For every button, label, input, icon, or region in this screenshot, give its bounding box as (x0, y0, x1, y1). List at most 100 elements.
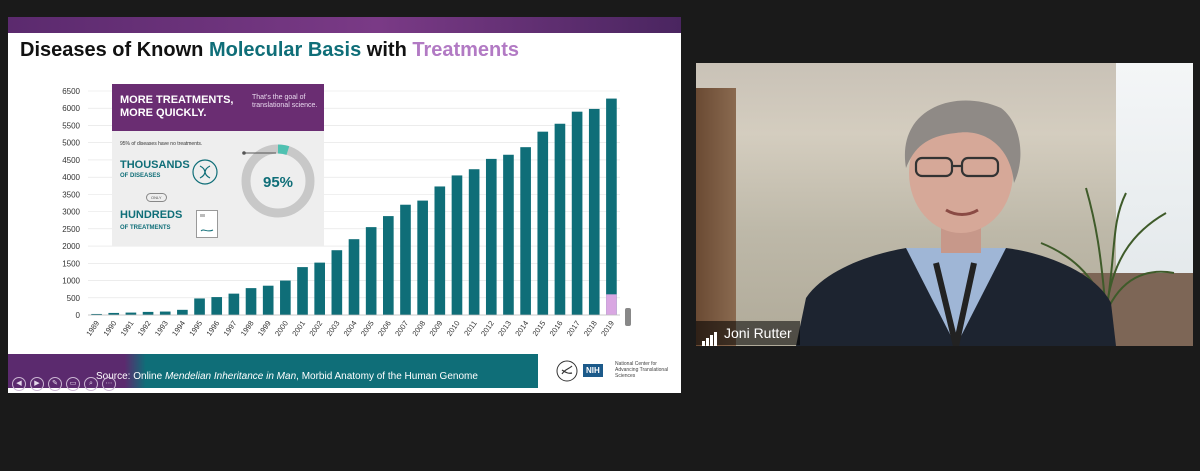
bar (417, 200, 428, 315)
x-tick-label: 2003 (325, 319, 342, 338)
title-part-3: with (361, 39, 413, 61)
y-tick-label: 1000 (62, 277, 80, 286)
bar (159, 311, 171, 315)
bar (400, 204, 411, 315)
bar (280, 280, 291, 315)
x-tick-label: 2012 (479, 319, 496, 338)
bar (503, 154, 514, 315)
x-tick-label: 2001 (290, 319, 307, 338)
bar (588, 108, 600, 315)
bar (365, 227, 377, 315)
x-tick-label: 1992 (136, 319, 153, 338)
bar-highlight (606, 294, 617, 315)
x-tick-label: 1990 (101, 319, 118, 338)
dna-icon (192, 159, 218, 185)
y-tick-label: 1500 (62, 259, 80, 268)
callout-goal: That's the goal of translational science… (252, 94, 318, 109)
x-tick-label: 1989 (84, 319, 101, 338)
bar (520, 147, 531, 315)
participant-person (796, 100, 1116, 346)
hhs-seal-icon (556, 360, 578, 382)
participant-name-tag: Joni Rutter (696, 321, 800, 347)
next-slide-button[interactable]: ▶ (30, 377, 44, 391)
x-tick-label: 1994 (170, 319, 187, 338)
bar (383, 216, 394, 315)
x-tick-label: 1999 (256, 319, 273, 338)
bar (451, 175, 463, 315)
source-italic: Mendelian Inheritance in Man (164, 371, 297, 382)
bar (314, 262, 325, 315)
callout-note: 95% of diseases have no treatments. (120, 141, 203, 147)
x-tick-label: 2014 (513, 319, 530, 338)
x-tick-label: 2017 (565, 319, 582, 338)
callout-only: ONLY (146, 193, 167, 202)
prev-slide-button[interactable]: ◀ (12, 377, 26, 391)
percent-ring: 95% (241, 144, 315, 218)
bar (262, 285, 274, 315)
callout-thousands: THOUSANDS (120, 159, 190, 171)
y-tick-label: 6500 (62, 87, 80, 96)
more-options-button[interactable]: ⋯ (102, 377, 116, 391)
nih-branding: NIH National Center for Advancing Transl… (553, 357, 673, 389)
participant-name: Joni Rutter (724, 325, 792, 341)
y-tick-label: 0 (76, 311, 81, 320)
y-tick-label: 6000 (62, 104, 80, 113)
source-suffix: , Morbid Anatomy of the Human Genome (296, 371, 478, 382)
pen-tool-button[interactable]: ✎ (48, 377, 62, 391)
source-text: Source: Online Mendelian Inheritance in … (96, 371, 478, 382)
callout-of-treatments: OF TREATMENTS (120, 225, 171, 231)
title-part-1: Diseases of Known (20, 39, 209, 61)
nih-logo: NIH (583, 364, 603, 377)
y-tick-label: 500 (67, 294, 81, 303)
y-tick-label: 2000 (62, 242, 80, 251)
x-tick-label: 2007 (393, 319, 410, 338)
x-tick-label: 2010 (445, 319, 462, 338)
y-tick-label: 4000 (62, 173, 80, 182)
zoom-button[interactable]: ⌕ (84, 377, 98, 391)
bar (177, 309, 188, 315)
bar (554, 123, 566, 315)
source-prefix: Source: Online (96, 371, 165, 382)
bar (571, 111, 583, 315)
x-tick-label: 1997 (222, 319, 239, 338)
x-tick-label: 2019 (599, 319, 616, 338)
bar (485, 158, 497, 315)
bar (537, 131, 549, 315)
bar (125, 312, 137, 315)
callout-hundreds: HUNDREDS (120, 209, 183, 221)
x-tick-label: 2002 (307, 319, 324, 338)
video-background-door (696, 88, 736, 346)
slide-top-bar (8, 17, 681, 33)
x-tick-label: 2016 (548, 319, 565, 338)
x-tick-label: 2013 (496, 319, 513, 338)
percent-label: 95% (263, 174, 293, 191)
participant-video[interactable] (696, 63, 1193, 346)
y-tick-label: 3000 (62, 208, 80, 217)
document-icon (196, 210, 218, 238)
x-tick-label: 1995 (187, 319, 204, 338)
y-tick-label: 3500 (62, 190, 80, 199)
bar (108, 312, 120, 315)
bar-chart: 0 500 1000 1500 2000 2500 3000 3500 4000 4500 5000… (62, 87, 620, 338)
bar (142, 311, 154, 315)
bar (297, 267, 308, 315)
title-part-4: Treatments (412, 39, 520, 61)
y-tick-label: 2500 (62, 225, 80, 234)
bar (211, 297, 223, 315)
bar (606, 98, 617, 315)
bar (245, 288, 257, 315)
slide-title: Diseases of Known Molecular Basis with T… (20, 39, 519, 62)
bar (331, 250, 343, 315)
infographic-callout: MORE TREATMENTS, MORE QUICKLY. That's th… (112, 84, 324, 246)
x-tick-label: 1998 (239, 319, 256, 338)
slides-view-button[interactable]: ▭ (66, 377, 80, 391)
x-tick-label: 2000 (273, 319, 290, 338)
callout-heading: MORE TREATMENTS, MORE QUICKLY. (120, 94, 234, 119)
y-tick-label: 5500 (62, 121, 80, 130)
x-tick-label: 1996 (204, 319, 221, 338)
callout-header: MORE TREATMENTS, MORE QUICKLY. That's th… (112, 84, 324, 131)
slide-scroll-marker (625, 308, 631, 326)
callout-of-diseases: OF DISEASES (120, 173, 161, 179)
nih-center-name: National Center for Advancing Translatio… (615, 361, 669, 379)
shared-slide: Diseases of Known Molecular Basis with T… (8, 17, 681, 393)
